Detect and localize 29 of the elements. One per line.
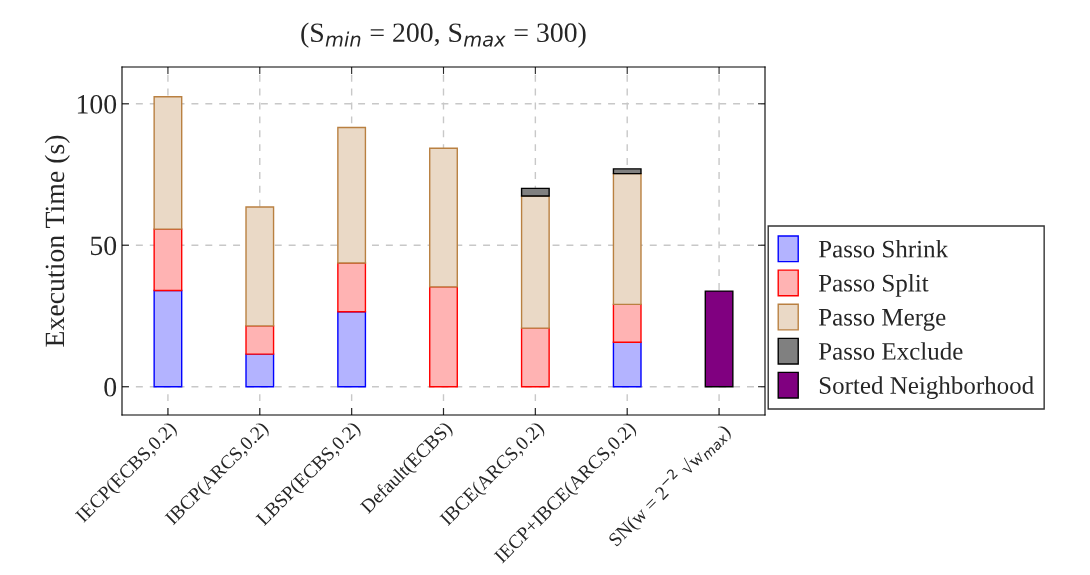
bar bbox=[337, 311, 367, 388]
bar bbox=[612, 341, 642, 388]
bar bbox=[520, 187, 550, 197]
y-tick-label: 50 bbox=[90, 236, 117, 256]
bar bbox=[429, 286, 458, 388]
y-tick-label: 0 bbox=[104, 377, 117, 397]
y-tick-label: 100 bbox=[77, 94, 117, 114]
bar bbox=[612, 172, 642, 306]
bar bbox=[337, 126, 367, 264]
bar bbox=[429, 147, 458, 288]
bar bbox=[153, 289, 183, 388]
bar bbox=[245, 353, 275, 388]
legend-label: Passo Split bbox=[818, 274, 929, 297]
legend-label: Passo Shrink bbox=[818, 239, 949, 258]
bar bbox=[153, 96, 183, 230]
bar bbox=[612, 168, 642, 175]
y-axis-title: Execution Time (s) bbox=[44, 135, 70, 347]
bar bbox=[520, 327, 550, 388]
chart-title: (S$_{min}$ = 200, S$_{max}$ = 300) bbox=[301, 22, 586, 48]
bar bbox=[520, 195, 550, 329]
bar bbox=[245, 325, 275, 355]
bar bbox=[337, 262, 367, 313]
bar bbox=[704, 290, 734, 388]
legend-label: Passo Merge bbox=[818, 309, 946, 331]
bar bbox=[612, 303, 642, 343]
bar bbox=[245, 206, 275, 327]
legend-label: Passo Exclude bbox=[818, 342, 963, 360]
bar bbox=[153, 228, 183, 292]
legend-label: Sorted Neighborhood bbox=[819, 376, 1034, 400]
